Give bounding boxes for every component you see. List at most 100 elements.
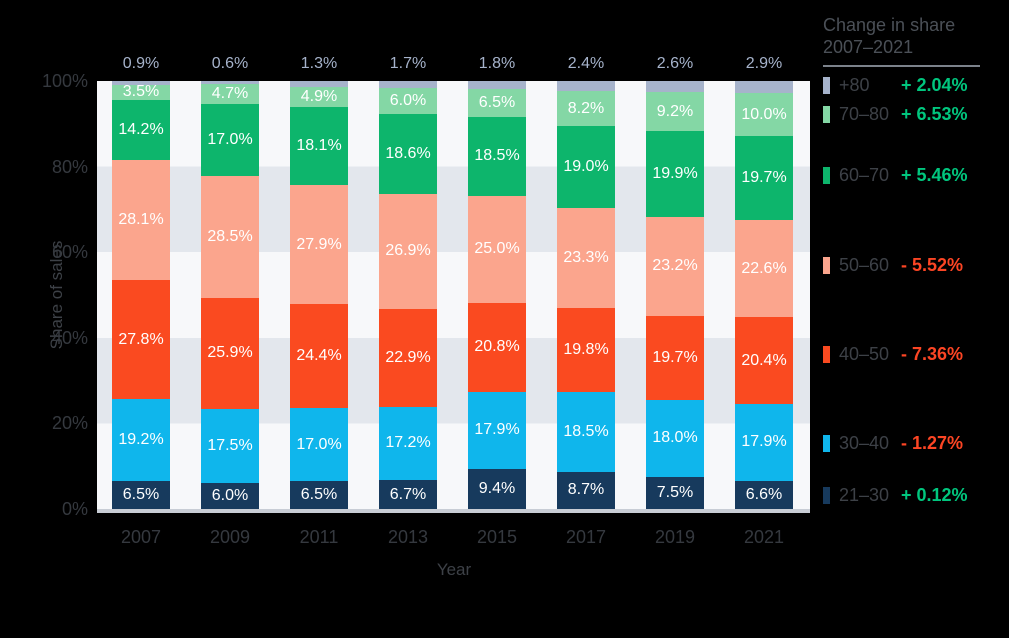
bar-segment-70-80: 6.0% [379,88,437,114]
x-axis-title: Year [436,560,472,579]
legend-divider [823,65,980,67]
bar-segment-40-50: 19.7% [646,315,704,400]
segment-value-label: 22.9% [385,348,431,366]
bar-segment-21-30: 9.4% [468,468,526,509]
bar-top-value: 2.9% [745,55,783,72]
legend-change-value: - 1.27% [901,432,964,453]
segment-value-label: 28.5% [207,228,253,246]
stacked-bar-2007: 3.5% 14.2% 28.1% 27.8% 19.2% 6.5% [112,81,170,509]
legend-item-60-70: 60–70 + 5.46% [823,164,968,186]
y-tick-label: 0% [61,499,88,519]
segment-value-label: 17.9% [474,421,520,439]
segment-value-label: 19.0% [563,158,609,176]
bar-segment-60-70: 18.6% [379,113,437,194]
segment-value-label: 8.7% [567,481,605,499]
bar-top-value: 2.6% [656,55,694,72]
segment-value-label: 18.0% [652,429,698,447]
segment-value-label: 9.4% [478,479,516,497]
legend-title-line2: 2007–2021 [823,37,914,57]
bar-segment-21-30: 6.0% [201,483,259,509]
segment-value-label: 3.5% [122,83,160,101]
bar-segment-70-80: 6.5% [468,88,526,117]
segment-value-label: 8.2% [567,99,605,117]
bar-segment-plus-80 [735,81,793,94]
legend: Change in share 2007–2021 +80 + 2.04% 70–8… [823,0,1009,638]
bar-segment-70-80: 3.5% [112,84,170,100]
x-tick-label: 2019 [654,527,696,547]
bar-segment-60-70: 19.0% [557,126,615,208]
segment-value-label: 23.2% [652,257,698,275]
legend-swatch-60-70 [823,166,830,184]
segment-value-label: 18.1% [296,137,342,155]
stacked-bar-2015: 6.5% 18.5% 25.0% 20.8% 17.9% 9.4% [468,81,526,509]
segment-value-label: 18.6% [385,144,431,162]
segment-value-label: 7.5% [656,483,694,501]
legend-label: 21–30 [839,484,890,505]
segment-value-label: 17.2% [385,434,431,452]
bar-segment-60-70: 18.1% [290,107,348,185]
bar-segment-40-50: 20.8% [468,302,526,392]
legend-label: 50–60 [839,254,890,275]
legend-swatch-21-30 [823,486,830,504]
segment-value-label: 23.3% [563,248,609,266]
segment-value-label: 27.9% [296,235,342,253]
segment-value-label: 6.7% [389,485,427,503]
legend-swatch-30-40 [823,434,830,452]
segment-value-label: 25.0% [474,240,520,258]
stacked-bar-2019: 9.2% 19.9% 23.2% 19.7% 18.0% 7.5% [646,81,704,509]
segment-value-label: 17.9% [741,433,787,451]
bar-segment-30-40: 18.5% [557,392,615,472]
x-tick-label: 2007 [120,527,162,547]
segment-value-label: 19.7% [652,348,698,366]
y-tick-label: 80% [51,156,88,177]
bar-segment-60-70: 17.0% [201,103,259,177]
legend-item-30-40: 30–40 - 1.27% [823,432,963,454]
y-tick-label: 20% [51,413,88,434]
bar-segment-60-70: 14.2% [112,99,170,161]
bar-segment-40-50: 24.4% [290,304,348,409]
segment-value-label: 20.8% [474,338,520,356]
segment-value-label: 6.5% [122,486,160,504]
bar-segment-30-40: 17.0% [290,408,348,482]
bar-segment-plus-80 [646,81,704,93]
segment-value-label: 28.1% [118,211,164,229]
legend-item-21-30: 21–30 + 0.12% [823,484,968,506]
bar-segment-40-50: 20.4% [735,316,793,405]
y-tick-label: 100% [41,71,88,91]
segment-value-label: 20.4% [741,351,787,369]
segment-value-label: 19.2% [118,431,164,449]
x-axis-baseline [97,509,810,513]
bar-segment-70-80: 8.2% [557,91,615,127]
legend-label: 70–80 [839,103,890,124]
bar-segment-70-80: 10.0% [735,93,793,137]
bar-segment-30-40: 18.0% [646,399,704,477]
legend-swatch-40-50 [823,345,830,363]
bar-segment-40-50: 25.9% [201,297,259,409]
bar-segment-30-40: 17.5% [201,408,259,484]
bar-segment-21-30: 8.7% [557,471,615,509]
bar-segment-70-80: 9.2% [646,92,704,132]
bar-segment-70-80: 4.9% [290,86,348,108]
legend-item-70-80: 70–80 + 6.53% [823,103,968,125]
legend-label: 60–70 [839,164,890,185]
bar-segment-40-50: 19.8% [557,307,615,393]
segment-value-label: 18.5% [474,147,520,165]
bar-segment-21-30: 7.5% [646,476,704,509]
legend-change-value: - 7.36% [901,343,964,364]
segment-value-label: 6.0% [389,92,427,110]
legend-label: +80 [839,74,870,95]
bar-segment-40-50: 22.9% [379,308,437,407]
legend-title-line1: Change in share [823,15,956,35]
segment-value-label: 25.9% [207,344,253,362]
bar-segment-plus-80 [201,81,259,84]
segment-value-label: 6.5% [300,486,338,504]
bar-segment-60-70: 18.5% [468,116,526,196]
bar-segment-50-60: 23.2% [646,216,704,316]
legend-change-value: + 5.46% [901,164,968,185]
segment-value-label: 4.7% [211,84,249,102]
bar-segment-60-70: 19.9% [646,131,704,217]
legend-change-value: + 0.12% [901,484,968,505]
bar-segment-plus-80 [379,81,437,89]
legend-item-40-50: 40–50 - 7.36% [823,343,963,365]
segment-value-label: 10.0% [741,105,787,123]
